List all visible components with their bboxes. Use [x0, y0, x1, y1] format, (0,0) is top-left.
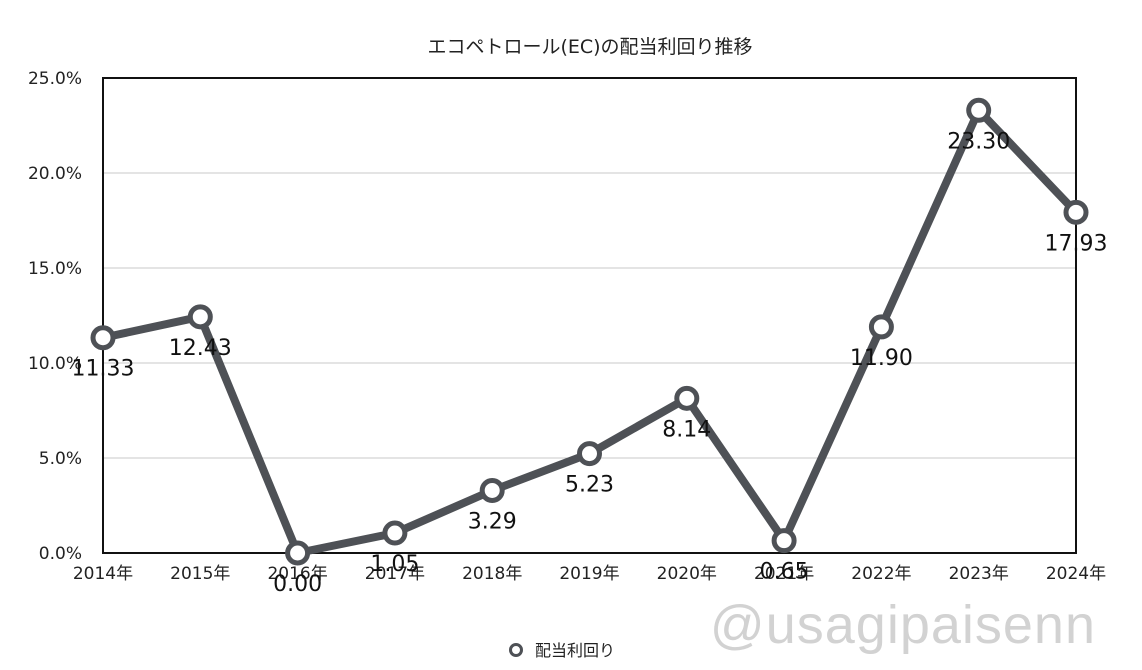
grid-lines — [102, 77, 1077, 554]
watermark: @usagipaisenn — [709, 595, 1096, 655]
x-tick-label: 2024年 — [1046, 564, 1106, 584]
x-tick-label: 2014年 — [73, 564, 133, 584]
data-point — [674, 385, 700, 411]
data-label: 23.30 — [947, 129, 1010, 154]
series-line-group — [90, 97, 1089, 566]
y-tick-label: 5.0% — [39, 449, 82, 469]
x-tick-label: 2016年 — [267, 564, 327, 584]
data-point — [382, 520, 408, 546]
data-point — [966, 97, 992, 123]
legend-label: 配当利回り — [535, 641, 615, 660]
data-label: 12.43 — [169, 336, 232, 361]
x-tick-label: 2017年 — [365, 564, 425, 584]
y-tick-label: 20.0% — [28, 164, 82, 184]
data-point — [187, 304, 213, 330]
data-label: 0.65 — [760, 560, 809, 585]
x-axis-ticks: 2014年 2015年 2016年 2017年 2018年 2019年 2020年 2021年… — [73, 564, 1106, 584]
data-point — [577, 441, 602, 467]
data-label: 1.05 — [370, 552, 419, 577]
data-label: 17.93 — [1045, 231, 1108, 256]
legend: 配当利回り — [509, 641, 615, 660]
x-tick-label: 2015年 — [170, 564, 230, 584]
y-tick-label: 0.0% — [39, 544, 82, 564]
y-tick-label: 15.0% — [28, 259, 82, 279]
data-labels: 11.33 12.43 0.00 1.05 3.29 5.23 8.14 0.65 11.90 2… — [72, 129, 1108, 597]
x-tick-label: 2020年 — [657, 564, 717, 584]
data-point — [868, 314, 894, 340]
data-point — [771, 528, 797, 554]
data-point — [1063, 199, 1089, 225]
data-label: 5.23 — [565, 473, 614, 498]
x-tick-label: 2022年 — [851, 564, 911, 584]
data-point — [285, 540, 311, 566]
y-tick-label: 10.0% — [28, 354, 82, 374]
y-tick-label: 25.0% — [28, 69, 82, 89]
x-tick-label: 2023年 — [949, 564, 1009, 584]
data-label: 11.90 — [850, 346, 913, 371]
plot-frame — [102, 77, 1077, 554]
data-point — [479, 477, 505, 503]
data-label: 3.29 — [468, 509, 517, 534]
data-point — [90, 325, 116, 351]
x-tick-label: 2021年 — [754, 564, 814, 584]
data-label: 8.14 — [662, 417, 711, 442]
legend-marker-icon — [509, 643, 523, 657]
data-label: 0.00 — [273, 572, 322, 597]
y-axis-ticks: 0.0% 5.0% 10.0% 15.0% 20.0% 25.0% — [28, 69, 82, 564]
x-tick-label: 2018年 — [462, 564, 522, 584]
chart-title: エコペトロール(EC)の配当利回り推移 — [427, 36, 752, 58]
x-tick-label: 2019年 — [559, 564, 619, 584]
data-label: 11.33 — [72, 357, 135, 382]
